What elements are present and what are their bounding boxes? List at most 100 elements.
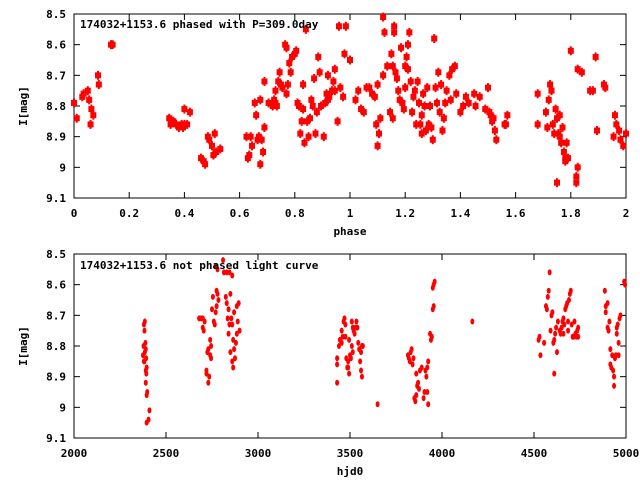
data-point bbox=[223, 293, 228, 300]
y-tick-label: 9.1 bbox=[46, 192, 66, 205]
data-point bbox=[613, 352, 618, 359]
data-point bbox=[552, 370, 557, 377]
data-point bbox=[616, 339, 621, 346]
data-point bbox=[231, 364, 236, 371]
x-tick-label: 4000 bbox=[429, 447, 456, 460]
data-point bbox=[227, 269, 232, 276]
data-point bbox=[221, 269, 226, 276]
data-point bbox=[605, 300, 610, 307]
x-tick-label: 2500 bbox=[153, 447, 180, 460]
data-point bbox=[413, 398, 418, 405]
x-tick-label: 0.6 bbox=[230, 207, 250, 220]
data-point bbox=[143, 339, 148, 346]
data-point bbox=[143, 346, 148, 353]
data-point bbox=[548, 327, 553, 334]
data-point bbox=[348, 355, 353, 362]
data-point bbox=[425, 364, 430, 371]
data-point bbox=[537, 333, 542, 340]
data-point bbox=[210, 293, 215, 300]
data-point bbox=[414, 370, 419, 377]
data-point bbox=[234, 330, 239, 337]
x-tick-label: 2 bbox=[623, 207, 630, 220]
data-point bbox=[359, 367, 364, 374]
data-point bbox=[425, 389, 430, 395]
data-point bbox=[209, 355, 214, 362]
data-point bbox=[343, 333, 348, 340]
data-point bbox=[429, 333, 434, 340]
y-tick-label: 8.9 bbox=[46, 131, 66, 144]
data-point bbox=[343, 321, 348, 328]
data-point bbox=[572, 318, 577, 325]
y-tick-label: 8.9 bbox=[46, 371, 66, 384]
data-point bbox=[235, 318, 240, 325]
x-tick-label: 0.2 bbox=[119, 207, 139, 220]
y-tick-label: 8.5 bbox=[46, 248, 66, 261]
data-point bbox=[143, 379, 148, 386]
data-point bbox=[202, 318, 207, 325]
data-point bbox=[352, 330, 357, 337]
data-point bbox=[232, 309, 237, 316]
x-tick-label: 1.8 bbox=[561, 207, 581, 220]
data-point bbox=[144, 370, 149, 377]
data-point bbox=[346, 364, 351, 371]
data-point bbox=[618, 312, 623, 319]
x-axis-label: phase bbox=[333, 225, 366, 238]
y-tick-label: 8.6 bbox=[46, 279, 66, 292]
data-point bbox=[212, 321, 217, 328]
data-point bbox=[411, 355, 416, 362]
data-point bbox=[422, 389, 427, 395]
y-tick-label: 8.8 bbox=[46, 100, 66, 113]
data-point bbox=[552, 336, 557, 343]
data-point bbox=[608, 346, 613, 353]
data-point bbox=[360, 343, 365, 349]
data-point bbox=[569, 321, 574, 328]
data-point bbox=[208, 336, 213, 343]
data-point bbox=[559, 324, 564, 331]
data-point bbox=[375, 401, 380, 408]
data-point bbox=[349, 318, 354, 325]
data-point bbox=[347, 370, 352, 377]
data-point bbox=[555, 349, 559, 356]
y-tick-label: 9.1 bbox=[46, 432, 66, 445]
data-point bbox=[547, 269, 552, 276]
data-point bbox=[417, 385, 421, 392]
data-point bbox=[356, 339, 361, 346]
data-point bbox=[233, 355, 237, 362]
x-tick-label: 4500 bbox=[521, 447, 548, 460]
x-tick-label: 2000 bbox=[61, 447, 88, 460]
data-point bbox=[147, 407, 152, 414]
data-point bbox=[561, 315, 566, 322]
x-axis-label: hjd0 bbox=[337, 465, 364, 478]
data-point bbox=[612, 373, 617, 380]
data-point bbox=[339, 327, 344, 334]
x-tick-label: 0 bbox=[71, 207, 78, 220]
data-point bbox=[209, 343, 214, 349]
data-point bbox=[358, 358, 363, 365]
data-point bbox=[227, 321, 232, 328]
data-point bbox=[555, 318, 560, 325]
data-point bbox=[410, 361, 415, 368]
y-tick-label: 8.5 bbox=[46, 8, 66, 21]
x-tick-label: 0.8 bbox=[285, 207, 305, 220]
data-point bbox=[603, 309, 608, 316]
data-point bbox=[336, 343, 341, 349]
data-point bbox=[146, 416, 151, 423]
x-tick-label: 3000 bbox=[245, 447, 272, 460]
data-point bbox=[350, 349, 355, 356]
data-point bbox=[335, 361, 340, 368]
y-tick-label: 9 bbox=[59, 401, 66, 414]
data-point bbox=[340, 333, 345, 340]
data-point bbox=[566, 318, 571, 325]
data-point bbox=[221, 257, 226, 264]
data-point bbox=[207, 373, 212, 380]
data-point bbox=[232, 346, 237, 353]
data-point bbox=[612, 382, 617, 389]
data-point bbox=[542, 339, 547, 346]
data-point bbox=[409, 346, 414, 353]
data-point bbox=[544, 306, 549, 313]
data-point bbox=[616, 352, 621, 359]
plot-frame bbox=[73, 13, 627, 199]
data-point bbox=[558, 330, 563, 337]
data-point bbox=[229, 315, 234, 322]
x-tick-label: 1.4 bbox=[450, 207, 470, 220]
